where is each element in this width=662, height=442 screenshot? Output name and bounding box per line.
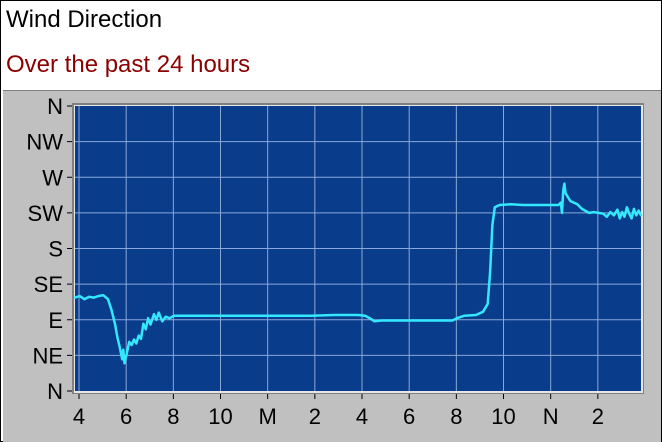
x-tick-label: 4 (356, 404, 368, 429)
x-tick-label: 8 (450, 404, 462, 429)
x-tick-label: N (543, 404, 559, 429)
wind-direction-line (73, 182, 643, 365)
x-tick-label: 2 (592, 404, 604, 429)
y-tick-label: N (47, 94, 63, 119)
chart-panel: N NE E SE S SW W NW N 4 6 8 10 M 2 4 6 8 10 N 2 (3, 90, 661, 442)
y-tick-label: NW (26, 130, 63, 155)
x-tick-label: 10 (491, 404, 515, 429)
y-tick-label: SE (34, 272, 63, 297)
x-tick-label: 2 (309, 404, 321, 429)
chart-title: Wind Direction (6, 6, 163, 33)
x-tick-label: 6 (403, 404, 415, 429)
x-tick-label: M (259, 404, 277, 429)
y-tick-label: E (48, 308, 63, 333)
x-tick-label: 4 (73, 404, 85, 429)
chart-subtitle: Over the past 24 hours (6, 51, 251, 78)
y-tick-label: NE (32, 343, 63, 368)
y-tick-label: N (47, 379, 63, 404)
x-tick-label: 8 (167, 404, 179, 429)
x-tick-label: 10 (208, 404, 232, 429)
x-tick-label: 6 (120, 404, 132, 429)
y-tick-label: SW (28, 201, 64, 226)
y-tick-label: S (48, 237, 63, 262)
y-tick-label: W (42, 165, 63, 190)
